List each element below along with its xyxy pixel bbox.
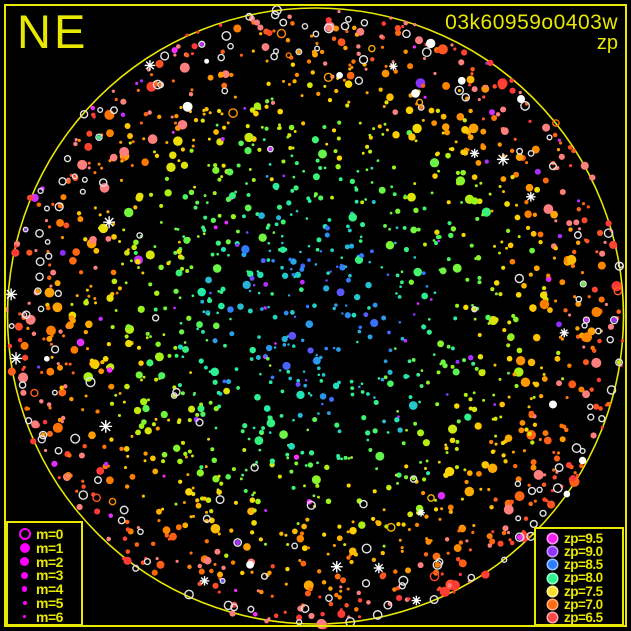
zp85-swatch-icon <box>548 560 557 570</box>
legend-label: m=2 <box>36 553 63 570</box>
zp90-swatch-icon <box>548 547 557 557</box>
legend-label: zp=8.5 <box>564 557 603 573</box>
legend-row: zp=7.0 <box>541 598 622 611</box>
legend-row: m=0 <box>13 527 81 541</box>
plot-title: 03k60959o0403w <box>445 11 618 34</box>
legend-row: zp=6.5 <box>541 611 622 624</box>
legend-row: m=1 <box>13 541 81 555</box>
legend-row: zp=8.5 <box>541 558 622 571</box>
zp-axis-label: zp <box>596 32 618 54</box>
legend-row: zp=8.0 <box>541 570 622 586</box>
legend-row: zp=9.5 <box>541 532 622 545</box>
m5-filled-circle-icon <box>22 600 27 605</box>
legend-label: zp=7.0 <box>564 596 603 612</box>
legend-label: zp=6.5 <box>564 609 603 625</box>
m2-filled-circle-icon <box>20 556 29 566</box>
m0-open-circle-icon <box>18 527 31 540</box>
legend-label: m=5 <box>36 594 63 611</box>
zeropoint-legend: zp=9.5 zp=9.0 zp=8.5 zp=8.0 zp=7.5 zp=7.… <box>534 527 624 626</box>
m4-filled-circle-icon <box>21 586 28 592</box>
zp80-swatch-icon <box>548 573 557 583</box>
m3-filled-circle-icon <box>20 571 29 580</box>
m6-filled-circle-icon <box>23 615 26 618</box>
m1-filled-circle-icon <box>19 542 30 553</box>
zp95-swatch-icon <box>548 534 557 544</box>
legend-label: m=6 <box>36 608 63 625</box>
legend-label: m=4 <box>36 581 63 598</box>
magnitude-legend: m=0 m=1 m=2 m=3 m=4 m=5 m=6 <box>6 521 83 626</box>
legend-label: m=1 <box>36 539 63 556</box>
legend-row: zp=9.0 <box>541 545 622 558</box>
zp65-swatch-icon <box>548 613 557 623</box>
legend-row: m=5 <box>13 596 81 610</box>
legend-row: m=4 <box>13 582 81 596</box>
legend-row: m=2 <box>13 555 81 569</box>
legend-label: zp=9.0 <box>564 544 603 560</box>
legend-label: zp=8.0 <box>564 570 603 586</box>
legend-row: zp=7.5 <box>541 585 622 598</box>
legend-label: zp=9.5 <box>564 530 603 546</box>
legend-label: m=3 <box>36 567 63 584</box>
quadrant-label: NE <box>17 5 89 58</box>
legend-label: zp=7.5 <box>564 583 603 599</box>
legend-row: m=6 <box>13 610 81 624</box>
legend-row: m=3 <box>13 568 81 582</box>
legend-label: m=0 <box>36 525 63 542</box>
zp75-swatch-icon <box>548 586 557 596</box>
zp70-swatch-icon <box>548 600 557 610</box>
